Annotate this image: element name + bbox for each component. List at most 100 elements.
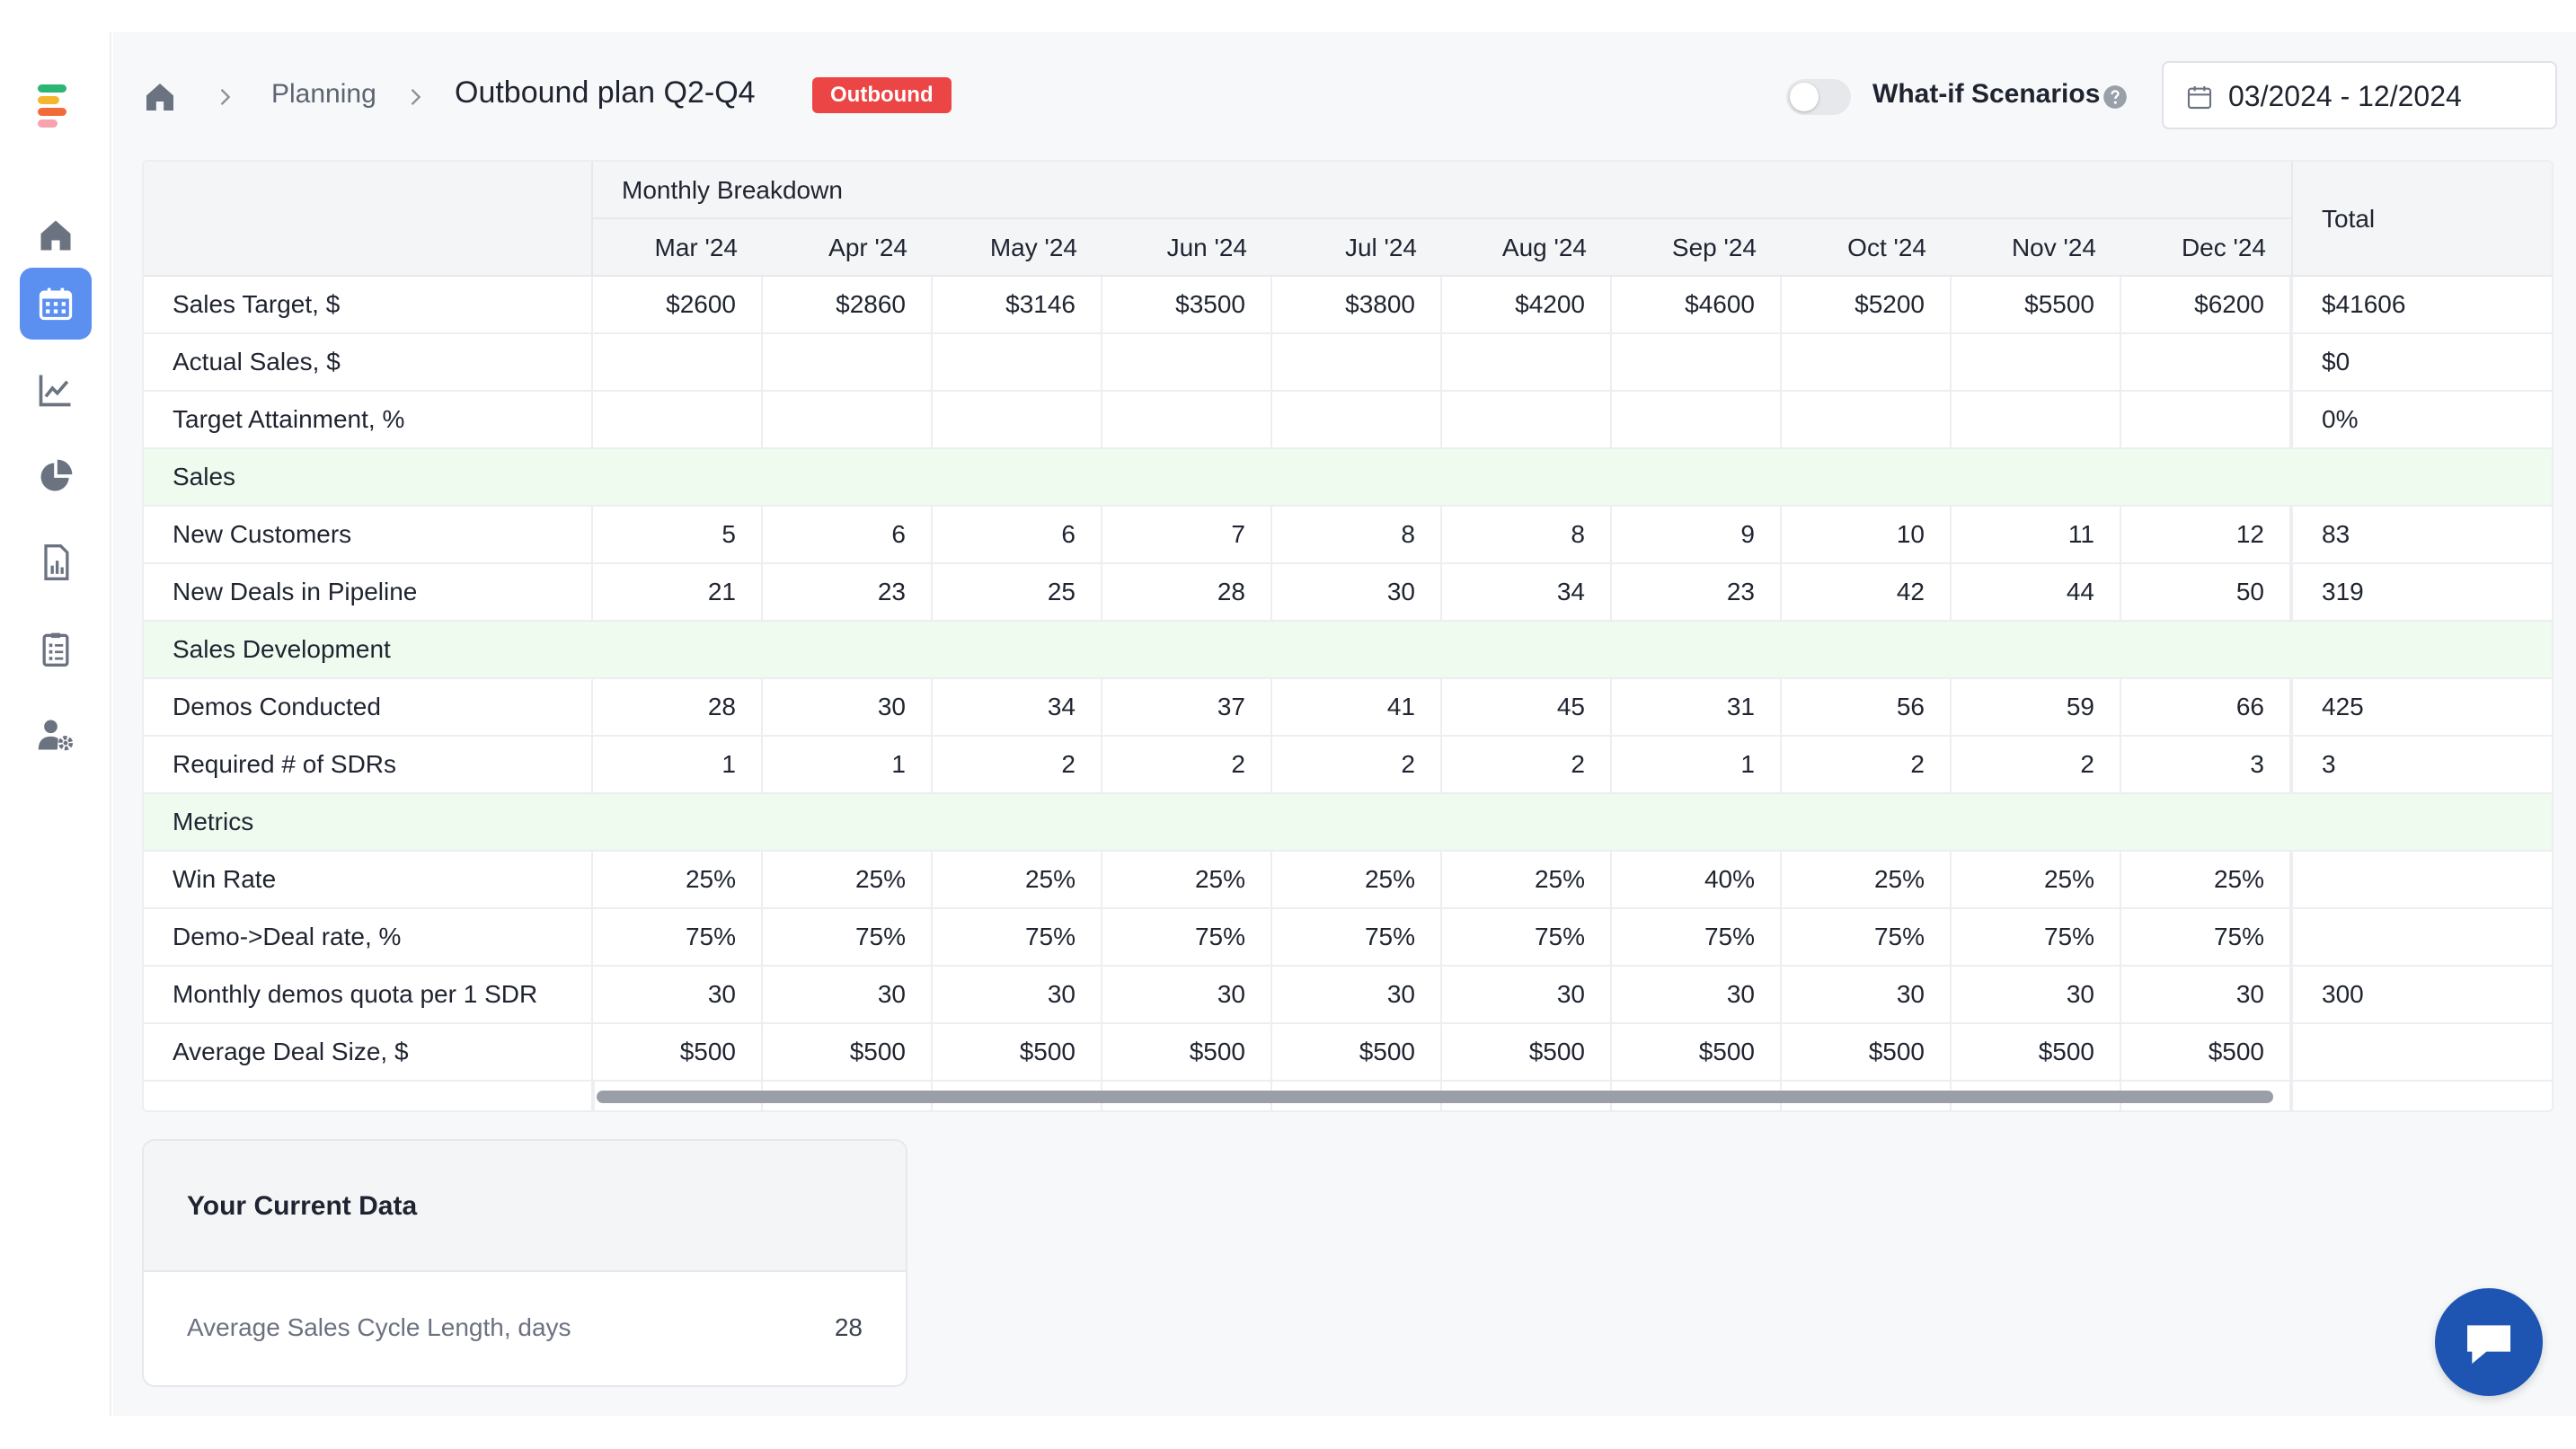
table-cell[interactable]: 7 bbox=[1102, 507, 1272, 564]
table-cell[interactable]: 2 bbox=[933, 737, 1102, 794]
help-icon[interactable] bbox=[2102, 84, 2128, 110]
table-cell[interactable]: 30 bbox=[2121, 967, 2291, 1024]
table-cell[interactable]: 25% bbox=[1272, 852, 1442, 909]
table-cell[interactable]: $3146 bbox=[933, 277, 1102, 334]
table-cell[interactable]: 41 bbox=[1272, 679, 1442, 737]
table-cell[interactable]: 25% bbox=[1952, 852, 2121, 909]
table-cell[interactable] bbox=[1612, 392, 1782, 449]
horizontal-scrollbar[interactable] bbox=[593, 1082, 2291, 1110]
table-cell[interactable]: $500 bbox=[593, 1024, 763, 1082]
table-cell[interactable]: $500 bbox=[1272, 1024, 1442, 1082]
table-cell[interactable]: 30 bbox=[763, 967, 933, 1024]
table-cell[interactable]: 30 bbox=[1952, 967, 2121, 1024]
table-cell[interactable]: 30 bbox=[1272, 967, 1442, 1024]
table-cell[interactable] bbox=[1612, 334, 1782, 392]
table-cell[interactable]: 5 bbox=[593, 507, 763, 564]
scrollbar-thumb[interactable] bbox=[597, 1091, 2273, 1103]
table-cell[interactable]: 30 bbox=[933, 967, 1102, 1024]
sidebar-item-tasks[interactable] bbox=[20, 613, 92, 685]
table-cell[interactable]: 2 bbox=[1102, 737, 1272, 794]
table-cell[interactable] bbox=[933, 334, 1102, 392]
table-cell[interactable] bbox=[1102, 392, 1272, 449]
table-cell[interactable]: 75% bbox=[593, 909, 763, 967]
table-cell[interactable]: $500 bbox=[1782, 1024, 1952, 1082]
table-cell[interactable]: 23 bbox=[763, 564, 933, 622]
table-cell[interactable] bbox=[1782, 392, 1952, 449]
table-cell[interactable] bbox=[1952, 392, 2121, 449]
sidebar-item-settings[interactable] bbox=[20, 699, 92, 771]
table-cell[interactable]: $5500 bbox=[1952, 277, 2121, 334]
sidebar-item-home[interactable] bbox=[20, 199, 92, 271]
table-cell[interactable]: 30 bbox=[1102, 967, 1272, 1024]
table-cell[interactable]: 75% bbox=[933, 909, 1102, 967]
table-cell[interactable]: 30 bbox=[1272, 564, 1442, 622]
sidebar-item-planning[interactable] bbox=[20, 268, 92, 340]
table-cell[interactable]: 45 bbox=[1442, 679, 1612, 737]
table-cell[interactable]: 11 bbox=[1952, 507, 2121, 564]
table-cell[interactable]: 8 bbox=[1442, 507, 1612, 564]
table-cell[interactable]: 40% bbox=[1612, 852, 1782, 909]
table-cell[interactable]: 25% bbox=[933, 852, 1102, 909]
table-cell[interactable]: 56 bbox=[1782, 679, 1952, 737]
table-cell[interactable]: $500 bbox=[1952, 1024, 2121, 1082]
table-cell[interactable] bbox=[2121, 334, 2291, 392]
table-cell[interactable]: 9 bbox=[1612, 507, 1782, 564]
table-cell[interactable]: 25% bbox=[2121, 852, 2291, 909]
table-cell[interactable]: 30 bbox=[763, 679, 933, 737]
table-cell[interactable]: 44 bbox=[1952, 564, 2121, 622]
table-cell[interactable]: $500 bbox=[1442, 1024, 1612, 1082]
table-cell[interactable]: 21 bbox=[593, 564, 763, 622]
table-cell[interactable] bbox=[1102, 334, 1272, 392]
table-cell[interactable]: 30 bbox=[1612, 967, 1782, 1024]
table-cell[interactable] bbox=[1272, 392, 1442, 449]
table-cell[interactable]: 28 bbox=[1102, 564, 1272, 622]
table-cell[interactable]: 2 bbox=[1952, 737, 2121, 794]
table-cell[interactable]: 28 bbox=[593, 679, 763, 737]
table-cell[interactable]: 30 bbox=[1442, 967, 1612, 1024]
whatif-toggle[interactable] bbox=[1786, 79, 1851, 115]
table-cell[interactable]: 8 bbox=[1272, 507, 1442, 564]
app-logo[interactable] bbox=[38, 84, 70, 128]
table-cell[interactable]: 6 bbox=[763, 507, 933, 564]
table-cell[interactable]: 66 bbox=[2121, 679, 2291, 737]
table-cell[interactable]: 75% bbox=[1102, 909, 1272, 967]
table-cell[interactable]: 2 bbox=[1272, 737, 1442, 794]
table-cell[interactable]: 75% bbox=[2121, 909, 2291, 967]
table-cell[interactable]: 1 bbox=[593, 737, 763, 794]
table-cell[interactable]: 3 bbox=[2121, 737, 2291, 794]
table-cell[interactable]: $500 bbox=[1612, 1024, 1782, 1082]
table-cell[interactable]: 6 bbox=[933, 507, 1102, 564]
table-cell[interactable]: 1 bbox=[763, 737, 933, 794]
table-cell[interactable]: 25% bbox=[1782, 852, 1952, 909]
table-cell[interactable]: 34 bbox=[933, 679, 1102, 737]
table-cell[interactable]: 10 bbox=[1782, 507, 1952, 564]
table-cell[interactable]: 42 bbox=[1782, 564, 1952, 622]
table-cell[interactable] bbox=[1952, 334, 2121, 392]
sidebar-item-documents[interactable] bbox=[20, 526, 92, 598]
table-cell[interactable] bbox=[1442, 334, 1612, 392]
table-cell[interactable]: $4600 bbox=[1612, 277, 1782, 334]
chat-button[interactable] bbox=[2435, 1288, 2543, 1396]
table-cell[interactable]: 2 bbox=[1442, 737, 1612, 794]
sidebar-item-reports[interactable] bbox=[20, 440, 92, 512]
table-cell[interactable] bbox=[1782, 334, 1952, 392]
table-cell[interactable] bbox=[933, 392, 1102, 449]
breadcrumb-home-icon[interactable] bbox=[142, 79, 178, 115]
table-cell[interactable]: 25% bbox=[593, 852, 763, 909]
table-cell[interactable]: $500 bbox=[1102, 1024, 1272, 1082]
table-cell[interactable]: 25% bbox=[1442, 852, 1612, 909]
table-cell[interactable] bbox=[763, 334, 933, 392]
table-cell[interactable]: 75% bbox=[1612, 909, 1782, 967]
table-cell[interactable]: 23 bbox=[1612, 564, 1782, 622]
table-cell[interactable]: 30 bbox=[593, 967, 763, 1024]
table-cell[interactable]: 25% bbox=[1102, 852, 1272, 909]
breadcrumb-planning[interactable]: Planning bbox=[271, 79, 376, 109]
sales-cycle-value[interactable]: 28 bbox=[834, 1313, 863, 1341]
table-cell[interactable]: 2 bbox=[1782, 737, 1952, 794]
sidebar-item-analytics[interactable] bbox=[20, 354, 92, 426]
table-cell[interactable]: 25 bbox=[933, 564, 1102, 622]
table-cell[interactable]: $2860 bbox=[763, 277, 933, 334]
table-cell[interactable]: $6200 bbox=[2121, 277, 2291, 334]
table-cell[interactable]: $500 bbox=[933, 1024, 1102, 1082]
table-cell[interactable] bbox=[1272, 334, 1442, 392]
